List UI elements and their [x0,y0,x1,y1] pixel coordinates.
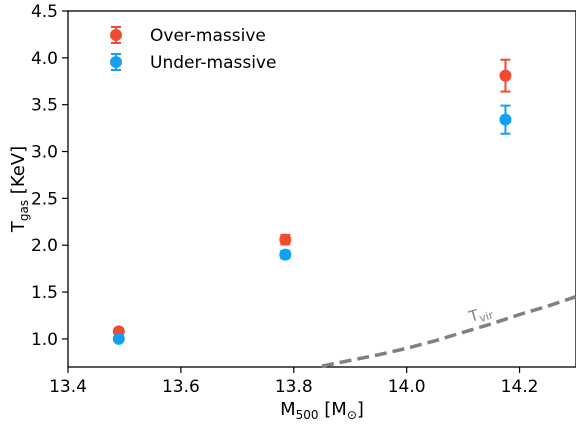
legend: Over-massive Under-massive [110,26,276,73]
x-tick-label: 13.4 [49,377,87,397]
legend-marker-under-massive [110,56,122,68]
x-tick-label: 13.8 [275,377,313,397]
x-axis-label: M500 [M⊙] [280,399,364,422]
tvir-annotation: Tvir [466,302,496,328]
marker-under-massive [499,113,512,126]
legend-entry-over-massive: Over-massive [110,26,266,46]
y-axis-label: Tgas [KeV] [8,146,31,233]
y-tick-label: 4.5 [31,2,58,22]
y-axis-ticks: 1.0 1.5 2.0 2.5 3.0 3.5 4.0 4.5 [31,2,68,350]
legend-label-under-massive: Under-massive [150,53,276,73]
y-tick-label: 1.0 [31,330,58,350]
y-tick-label: 4.0 [31,49,58,69]
marker-over-massive [279,233,292,246]
legend-marker-over-massive [110,29,122,41]
legend-entry-under-massive: Under-massive [110,53,276,73]
marker-under-massive [112,332,125,345]
plot-area [67,10,576,368]
reference-curve-layer [321,295,576,368]
data-marks [112,58,512,345]
x-tick-label: 14.2 [501,377,539,397]
data-point-under-massive [112,332,125,345]
y-tick-label: 1.5 [31,283,58,303]
x-tick-label: 14.0 [388,377,426,397]
data-point-under-massive [279,248,292,261]
y-tick-label: 2.0 [31,236,58,256]
tvir-curve [321,295,576,368]
marker-under-massive [279,248,292,261]
x-axis-ticks: 13.4 13.6 13.8 14.0 14.2 [49,367,538,397]
legend-label-over-massive: Over-massive [150,26,266,46]
marker-over-massive [499,69,512,82]
x-tick-label: 13.6 [162,377,200,397]
y-tick-label: 2.5 [31,189,58,209]
data-point-under-massive [499,104,512,135]
y-tick-label: 3.0 [31,143,58,163]
data-point-over-massive [499,58,512,93]
data-point-over-massive [279,233,292,246]
plot-frame [67,10,576,368]
y-tick-label: 3.5 [31,96,58,116]
